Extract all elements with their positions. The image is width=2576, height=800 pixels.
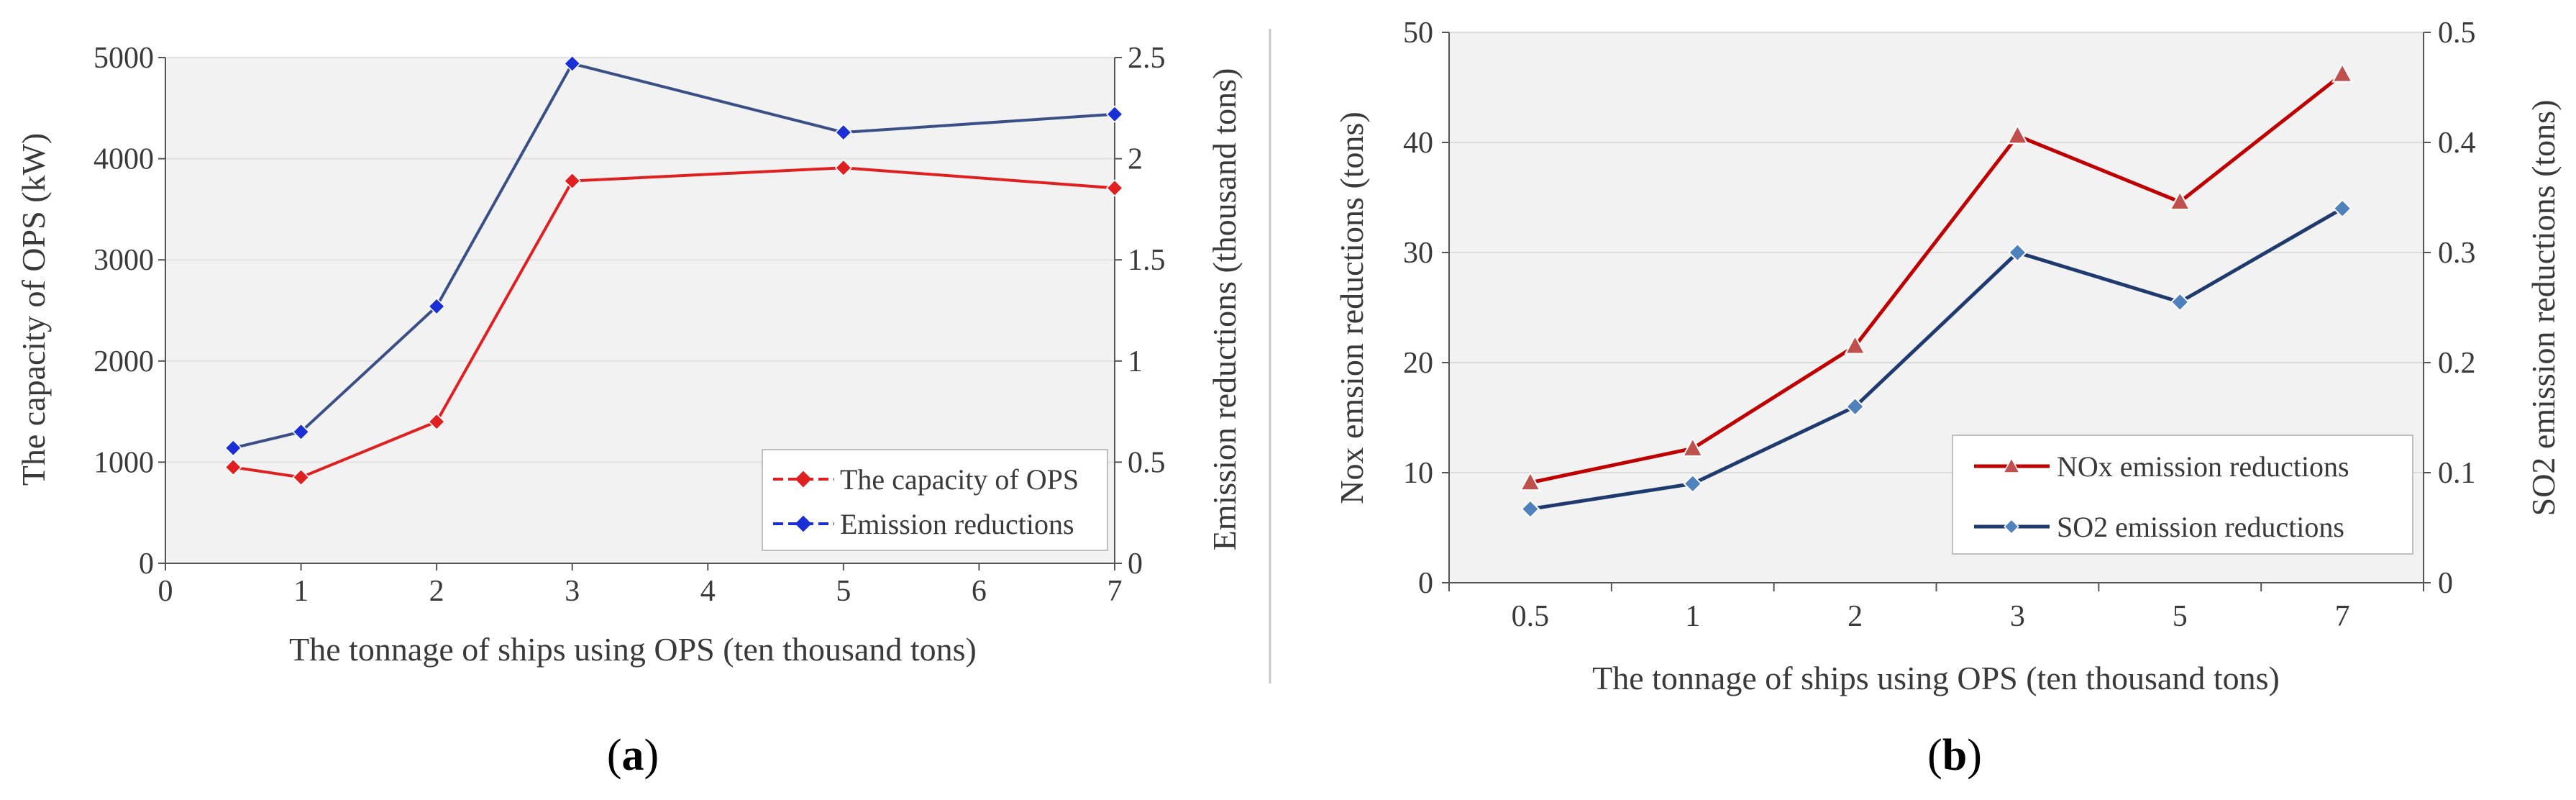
panel-a-ticks: 0 1000 2000 3000 4000 5000 0 0.5 1 1.5 2 2.5 0 1 2 3 4 5 6… xyxy=(93,42,1166,608)
panel-a-data-point-0 xyxy=(563,172,581,190)
panel-a-y-tick-label: 0 xyxy=(139,547,154,581)
panel-a-data-point-0 xyxy=(224,458,242,476)
panel-a-y2-tick-label: 2 xyxy=(1128,143,1143,176)
panel-b-y2-tick-label: 0.5 xyxy=(2438,17,2476,50)
panel-a-data-point-0 xyxy=(834,159,852,177)
panel-b-series xyxy=(1519,63,2354,519)
panel-a-data-point-1 xyxy=(563,55,581,73)
panel-a-y-tick-label: 3000 xyxy=(93,244,154,277)
panel-b-data-point-0 xyxy=(2169,190,2191,211)
panel-b-caption: (b) xyxy=(1927,731,1982,780)
panel-a-x-tick-label: 6 xyxy=(972,575,987,608)
panel-b-y2-tick-label: 0.3 xyxy=(2438,237,2476,270)
panel-a-y2-tick-label: 0.5 xyxy=(1128,446,1166,479)
panel-a-legend-marker-0 xyxy=(795,471,812,488)
panel-a-y2-tick-label: 1.5 xyxy=(1128,244,1166,277)
panel-b-series-line-1 xyxy=(1530,206,2344,511)
panel-a-y-tick-label: 2000 xyxy=(93,345,154,378)
panel-b-series-line-0 xyxy=(1530,73,2344,485)
panel-b-data-point-0 xyxy=(2331,63,2354,83)
panel-b-y-tick-label: 10 xyxy=(1403,457,1433,490)
panel-a-y-tick-label: 4000 xyxy=(93,143,154,176)
panel-b-x-tick-label: 3 xyxy=(2010,600,2025,633)
panel-b-legend: NOx emission reductions SO2 emission red… xyxy=(1952,435,2413,555)
panel-a-y2-tick-label: 0 xyxy=(1128,547,1143,581)
panel-b-data-point-0 xyxy=(2006,124,2029,145)
panel-b-ticks: 0 10 20 30 40 50 0 0.1 0.2 0.3 0.4 0.5 0.5 1 2 3 5 7 xyxy=(1403,17,2476,633)
panel-a-series xyxy=(224,55,1124,486)
panel-b-x-tick-label: 2 xyxy=(1847,600,1863,633)
panel-a-x-tick-label: 3 xyxy=(565,575,580,608)
panel-b-y-tick-label: 50 xyxy=(1403,17,1433,50)
panel-b-x-tick-label: 0.5 xyxy=(1512,600,1550,633)
panel-a-legend-marker-1 xyxy=(795,515,812,532)
panel-a-y2-tick-label: 1 xyxy=(1128,345,1143,378)
panel-a-y-axis-label: The capacity of OPS (kW) xyxy=(15,133,52,486)
panel-b-chart: 0 10 20 30 40 50 0 0.1 0.2 0.3 0.4 0.5 0.5 1 2 3 5 7 The … xyxy=(1333,17,2562,696)
panel-b-legend-marker-0 xyxy=(2002,457,2021,473)
panel-b-data-point-1 xyxy=(1520,499,1540,519)
panel-a-y-tick-label: 1000 xyxy=(93,446,154,479)
panel-a-data-point-1 xyxy=(1105,105,1124,123)
panel-b-data-point-1 xyxy=(1845,396,1865,417)
panel-a-y-tick-label: 5000 xyxy=(93,42,154,75)
panel-b-data-point-1 xyxy=(2008,242,2027,263)
panel-b-legend-label-0: NOx emission reductions xyxy=(2057,450,2349,483)
panel-a-x-axis-label: The tonnage of ships using OPS (ten thou… xyxy=(289,631,977,668)
panel-b-data-point-0 xyxy=(1519,471,1541,491)
panel-b-data-point-0 xyxy=(1844,334,1866,355)
panel-a-chart: 0 1000 2000 3000 4000 5000 0 0.5 1 1.5 2 2.5 0 1 2 3 4 5 6… xyxy=(15,42,1243,668)
panel-a-data-point-1 xyxy=(834,123,852,142)
panel-b-y-tick-label: 30 xyxy=(1403,237,1433,270)
panel-b-legend-label-1: SO2 emission reductions xyxy=(2057,511,2344,543)
panel-a-x-tick-label: 4 xyxy=(700,575,716,608)
panel-a-x-tick-label: 2 xyxy=(429,575,444,608)
panel-a-legend-label-0: The capacity of OPS xyxy=(840,463,1079,496)
panel-b-y-tick-label: 0 xyxy=(1418,567,1433,600)
panel-b-y2-tick-label: 0.2 xyxy=(2438,347,2476,380)
panel-b-y-tick-label: 20 xyxy=(1403,347,1433,380)
panel-b-x-axis-label: The tonnage of ships using OPS (ten thou… xyxy=(1592,660,2280,696)
panel-b-x-tick-label: 7 xyxy=(2335,600,2350,633)
panel-a-caption: (a) xyxy=(607,731,659,780)
panel-b-y2-axis-label: SO2 emission reductions (tons) xyxy=(2525,100,2562,517)
panel-b-data-point-1 xyxy=(1683,473,1703,494)
panel-b-gridlines xyxy=(1449,32,2424,473)
panel-b-y-axis-label: Nox emsion reductions (tons) xyxy=(1333,112,1370,504)
panel-a-x-tick-label: 7 xyxy=(1107,575,1123,608)
panel-b-y-tick-label: 40 xyxy=(1403,127,1433,160)
panel-a-x-tick-label: 5 xyxy=(836,575,851,608)
panel-b-y2-tick-label: 0.1 xyxy=(2438,457,2476,490)
panel-a-data-point-1 xyxy=(224,439,242,457)
panel-b-x-tick-label: 1 xyxy=(1685,600,1700,633)
panel-a-y2-tick-label: 2.5 xyxy=(1128,42,1166,75)
panel-b-legend-marker-1 xyxy=(2004,519,2019,535)
panel-b-y2-tick-label: 0.4 xyxy=(2438,127,2476,160)
panel-a-data-point-0 xyxy=(1105,179,1124,197)
panel-b-data-point-1 xyxy=(2332,199,2352,219)
panel-a-x-tick-label: 0 xyxy=(158,575,173,608)
panel-b-y2-tick-label: 0 xyxy=(2438,567,2453,600)
panel-a-legend: The capacity of OPS Emission reductions xyxy=(762,449,1108,551)
panel-b-legend-box xyxy=(1952,435,2413,555)
panel-a-data-point-0 xyxy=(292,468,310,486)
panel-b-data-point-1 xyxy=(2170,292,2190,312)
panel-a-data-point-1 xyxy=(292,423,310,441)
panel-a-data-point-1 xyxy=(428,297,446,315)
panel-b-data-point-0 xyxy=(1681,437,1704,457)
panel-a-y2-axis-label: Emission reductions (thousand tons) xyxy=(1206,68,1243,551)
panel-a-data-point-0 xyxy=(428,413,446,431)
panel-a-legend-box xyxy=(762,449,1108,551)
panel-b-x-tick-label: 5 xyxy=(2173,600,2188,633)
panel-a-x-tick-label: 1 xyxy=(293,575,309,608)
panel-a-series-line-0 xyxy=(232,166,1115,479)
panel-a-legend-label-1: Emission reductions xyxy=(840,508,1074,540)
panel-a-series-line-1 xyxy=(232,62,1115,450)
